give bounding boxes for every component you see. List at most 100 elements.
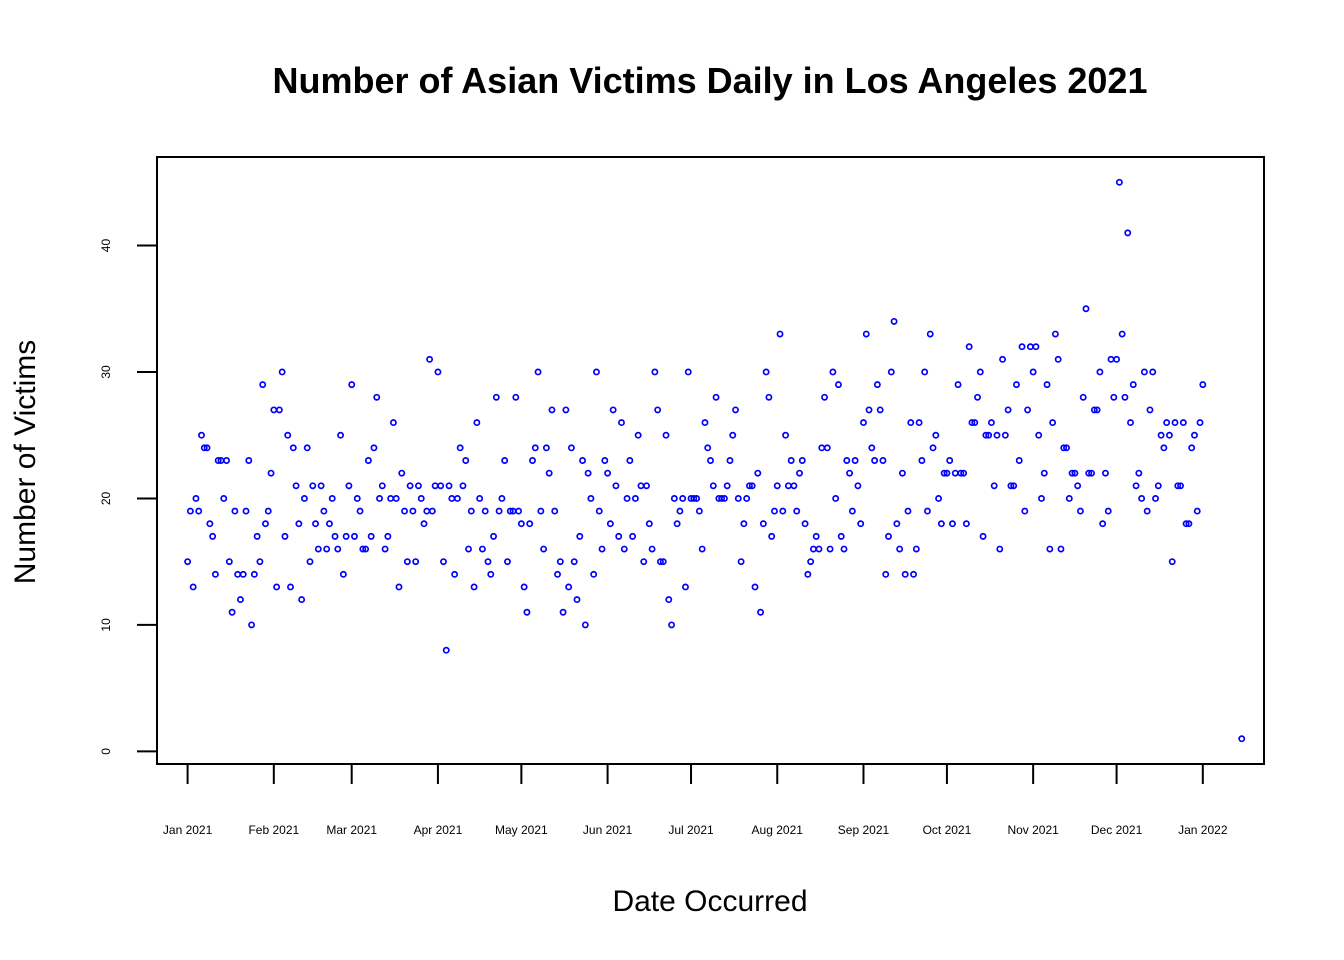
data-point — [526, 520, 534, 528]
data-point — [381, 545, 389, 553]
data-point — [481, 507, 489, 515]
data-point — [751, 583, 759, 591]
data-point — [198, 431, 205, 439]
data-point — [211, 570, 219, 578]
data-point — [225, 558, 233, 566]
data-point — [757, 608, 765, 616]
data-point — [851, 457, 859, 464]
x-tick-label: May 2021 — [495, 823, 548, 837]
data-point — [403, 558, 411, 566]
data-point — [776, 330, 784, 338]
data-point — [1238, 735, 1246, 743]
data-point — [1093, 406, 1101, 414]
data-point — [979, 532, 987, 540]
data-point — [620, 545, 628, 553]
data-point — [918, 457, 926, 464]
data-point — [300, 494, 308, 502]
data-point — [943, 469, 951, 477]
data-point — [1118, 330, 1126, 338]
data-point — [815, 545, 823, 553]
data-point — [420, 520, 428, 528]
data-point — [615, 532, 623, 540]
data-point — [951, 469, 959, 477]
data-point — [384, 532, 392, 540]
data-point — [854, 482, 862, 490]
data-point — [896, 545, 904, 553]
data-point — [796, 469, 803, 477]
data-point — [275, 406, 283, 414]
data-point — [1135, 469, 1143, 477]
data-point — [214, 457, 222, 464]
data-point — [495, 507, 503, 515]
data-point — [718, 494, 726, 502]
data-point — [1191, 431, 1198, 439]
data-point — [200, 444, 208, 452]
y-tick-label: 30 — [99, 365, 113, 379]
data-point — [737, 558, 745, 566]
chart-title: Number of Asian Victims Daily in Los Ang… — [273, 60, 1148, 101]
data-point — [581, 621, 589, 629]
data-point — [901, 570, 909, 578]
data-point — [203, 444, 211, 452]
data-point — [359, 545, 367, 553]
data-point — [996, 545, 1004, 553]
data-point — [790, 482, 798, 490]
data-point — [206, 520, 214, 528]
data-point — [534, 368, 542, 376]
data-point — [236, 596, 244, 604]
data-point — [1049, 419, 1057, 427]
data-point — [712, 393, 720, 401]
data-point — [287, 583, 294, 591]
data-point — [1149, 368, 1157, 376]
data-point — [990, 482, 998, 490]
data-point — [949, 520, 956, 528]
data-point — [926, 330, 934, 338]
data-point — [1043, 381, 1051, 389]
data-point — [940, 469, 948, 477]
data-point — [946, 457, 954, 464]
data-point — [267, 469, 275, 477]
data-point — [773, 482, 781, 490]
data-point — [1154, 482, 1162, 490]
data-point — [476, 494, 484, 502]
data-point — [665, 596, 673, 604]
data-point — [690, 494, 698, 502]
data-point — [1026, 343, 1034, 351]
x-tick-label: Nov 2021 — [1007, 823, 1059, 837]
data-point — [517, 520, 525, 528]
data-point — [376, 494, 383, 502]
data-point — [787, 457, 795, 464]
data-point — [804, 570, 812, 578]
data-point — [707, 457, 714, 464]
data-point — [1174, 482, 1182, 490]
data-point — [520, 583, 528, 591]
data-point — [239, 570, 247, 578]
data-point — [915, 419, 923, 427]
data-point — [857, 520, 865, 528]
data-point — [551, 507, 559, 515]
data-point — [256, 558, 264, 566]
data-point — [882, 570, 890, 578]
y-tick-label: 0 — [99, 748, 113, 755]
x-axis-label: Date Occurred — [612, 885, 807, 918]
data-point — [1157, 431, 1165, 439]
data-point — [645, 520, 653, 528]
data-point — [401, 507, 408, 515]
data-point — [1010, 482, 1018, 490]
data-point — [1127, 419, 1134, 427]
data-point — [887, 368, 895, 376]
data-point — [695, 507, 703, 515]
data-point — [351, 532, 358, 540]
data-point — [745, 482, 753, 490]
data-point — [932, 431, 940, 439]
data-point — [1165, 431, 1173, 439]
data-point — [428, 507, 436, 515]
data-point — [837, 532, 845, 540]
data-point — [1068, 469, 1076, 477]
data-point — [935, 494, 943, 502]
data-point — [1179, 419, 1187, 427]
data-point — [1143, 507, 1151, 515]
data-point — [937, 520, 945, 528]
data-point — [748, 482, 756, 490]
data-point — [784, 482, 792, 490]
